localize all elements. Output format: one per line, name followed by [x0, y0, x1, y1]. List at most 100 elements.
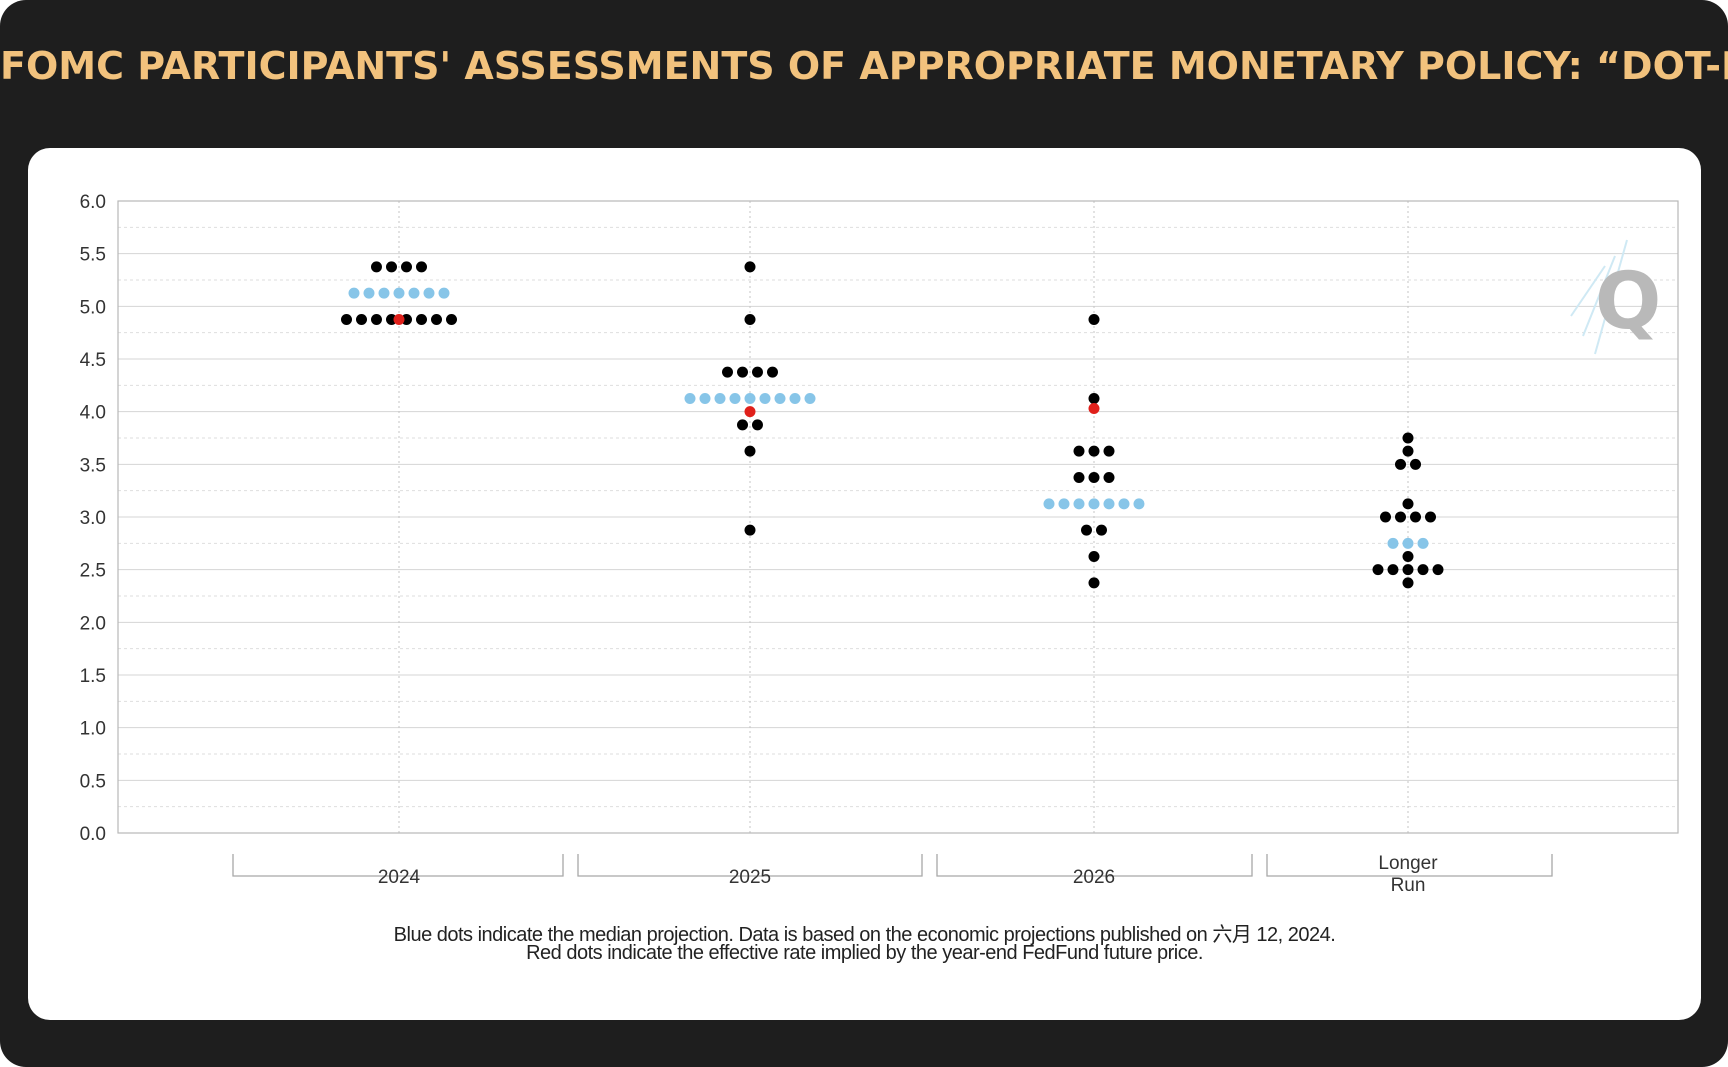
plot-border — [117, 200, 1679, 834]
category-bracket — [577, 854, 923, 877]
participant-dot — [1103, 445, 1115, 457]
caption-futures-note: Red dots indicate the effective rate imp… — [526, 942, 1203, 964]
futures-rate-dot — [744, 406, 756, 418]
median-dot — [714, 393, 726, 404]
participant-dot — [341, 314, 352, 325]
participant-dot — [1402, 564, 1414, 576]
y-tick-label: 4.0 — [80, 403, 106, 424]
median-dot — [1043, 498, 1055, 510]
median-dot — [438, 287, 450, 299]
median-dot — [1402, 537, 1414, 549]
participant-dot — [744, 261, 756, 273]
participant-dot — [737, 419, 748, 431]
participant-dot — [1088, 314, 1100, 325]
y-tick-label: 6.0 — [80, 192, 106, 213]
x-tick-label: Run — [1391, 875, 1426, 896]
participant-dot — [1096, 524, 1107, 536]
median-dot — [408, 287, 420, 299]
q-logo-letter: Q — [1595, 257, 1661, 347]
participant-dot — [1402, 445, 1414, 457]
participant-dot — [1088, 393, 1100, 404]
caption-median-note: Blue dots indicate the median projection… — [393, 924, 1336, 946]
median-dot — [1118, 498, 1130, 510]
median-dot — [423, 287, 435, 299]
participant-dot — [722, 366, 733, 378]
participant-dot — [1410, 458, 1421, 470]
participant-dot — [356, 314, 367, 325]
median-dot — [774, 393, 786, 404]
y-tick-label: 5.5 — [80, 245, 106, 266]
median-dot — [1073, 498, 1085, 510]
participant-dot — [1402, 551, 1414, 562]
chart-card: 0.0 0.5 1.0 1.5 2.0 2.5 3.0 3.5 4.0 4.5 5.0 5.5 6.0 2… — [28, 148, 1701, 1020]
participant-dot — [1395, 458, 1406, 470]
futures-rate-dot — [1088, 403, 1100, 415]
median-dot — [729, 393, 741, 404]
participant-dot — [401, 261, 412, 273]
y-tick-label: 2.5 — [80, 561, 106, 582]
participant-dot — [416, 261, 427, 273]
category-bracket — [232, 854, 564, 877]
participant-dot — [744, 445, 756, 457]
participant-dot — [1380, 511, 1391, 523]
median-dot — [1103, 498, 1115, 510]
median-dot — [699, 393, 711, 404]
x-tick-label: 2026 — [1073, 867, 1115, 888]
participant-dot — [1395, 511, 1406, 523]
q-logo-streaks — [1570, 239, 1628, 355]
participant-dot — [431, 314, 442, 325]
median-dot — [804, 393, 816, 404]
participant-dot — [744, 524, 756, 536]
participant-dot — [416, 314, 427, 325]
y-tick-label: 0.0 — [80, 824, 106, 845]
median-dot — [1133, 498, 1145, 510]
participant-dot — [1402, 432, 1414, 444]
median-dot — [1058, 498, 1070, 510]
participant-dot — [446, 314, 457, 325]
participant-dot — [1081, 524, 1092, 536]
participant-dot — [752, 419, 763, 431]
participant-dot — [1073, 445, 1085, 457]
median-dot — [744, 393, 756, 404]
y-tick-label: 0.5 — [80, 771, 106, 792]
participant-dot — [1088, 445, 1100, 457]
participant-dot — [1417, 564, 1429, 576]
median-dot — [759, 393, 771, 404]
participant-dot — [1088, 472, 1100, 483]
median-dot — [393, 287, 405, 299]
y-tick-label: 2.0 — [80, 613, 106, 634]
participant-dot — [752, 366, 763, 378]
median-dot — [684, 393, 696, 404]
participant-dot — [386, 261, 397, 273]
participant-dot — [744, 314, 756, 325]
q-logo-icon: Q — [1570, 239, 1661, 355]
median-dot — [1088, 498, 1100, 510]
y-tick-label: 5.0 — [80, 297, 106, 318]
chart-title: FOMC PARTICIPANTS' ASSESSMENTS OF APPROP… — [0, 44, 1728, 88]
median-dot — [1417, 537, 1429, 549]
participant-dot — [1425, 511, 1436, 523]
category-bracket — [1266, 854, 1553, 877]
median-dot — [789, 393, 801, 404]
participant-dot — [1402, 577, 1414, 589]
participant-dot — [1387, 564, 1399, 576]
median-dot — [363, 287, 375, 299]
participant-dot — [1103, 472, 1115, 483]
dot-plot-chart: 0.0 0.5 1.0 1.5 2.0 2.5 3.0 3.5 4.0 4.5 5.0 5.5 6.0 2… — [80, 192, 1679, 896]
y-tick-label: 1.0 — [80, 719, 106, 740]
median-dot — [348, 287, 360, 299]
x-tick-label: 2024 — [378, 867, 421, 888]
participant-dot — [1372, 564, 1384, 576]
x-tick-label: 2025 — [729, 867, 771, 888]
x-tick-label: Longer — [1378, 853, 1438, 874]
participant-dot — [371, 314, 382, 325]
y-tick-label: 3.0 — [80, 508, 106, 529]
participant-dot — [767, 366, 778, 378]
participant-dot — [1410, 511, 1421, 523]
participant-dot — [1088, 551, 1100, 562]
futures-rate-dot — [393, 314, 405, 325]
participant-dot — [737, 366, 748, 378]
participant-dot — [371, 261, 382, 273]
median-dot — [378, 287, 390, 299]
